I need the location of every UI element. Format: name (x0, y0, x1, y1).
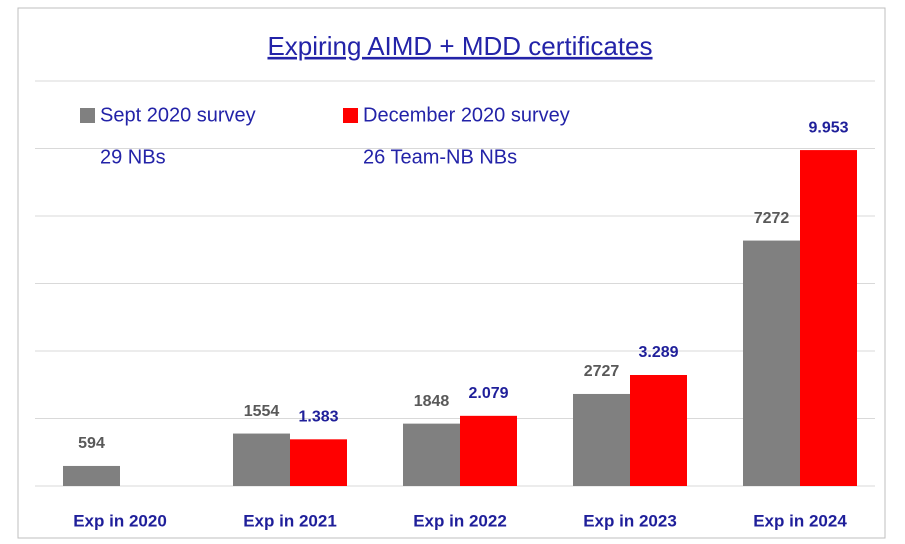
legend-swatch (80, 108, 95, 123)
legend-label: December 2020 survey (363, 104, 570, 126)
bar (290, 439, 347, 486)
legend-note: 29 NBs (100, 146, 166, 168)
x-tick-label: Exp in 2023 (583, 511, 677, 530)
data-label: 1848 (414, 393, 450, 410)
bar (800, 150, 857, 486)
data-label: 2.079 (468, 385, 508, 402)
legend-swatch (343, 108, 358, 123)
bar (630, 374, 687, 486)
x-tick-label: Exp in 2022 (413, 511, 507, 530)
data-label: 1.383 (298, 409, 338, 426)
bar (743, 240, 800, 486)
data-label: 3.289 (638, 344, 678, 361)
data-label: 1554 (244, 403, 280, 420)
bar (403, 423, 460, 486)
chart-title: Expiring AIMD + MDD certificates (267, 31, 652, 61)
bar (233, 433, 290, 486)
data-label: 9.953 (808, 119, 848, 136)
bar (460, 415, 517, 486)
x-tick-label: Exp in 2024 (753, 511, 847, 530)
bar (573, 393, 630, 486)
data-label: 594 (78, 435, 105, 452)
legend-label: Sept 2020 survey (100, 104, 256, 126)
bar (63, 465, 120, 486)
legend-note: 26 Team-NB NBs (363, 146, 517, 168)
data-label: 2727 (584, 363, 620, 380)
x-tick-label: Exp in 2020 (73, 511, 167, 530)
data-label: 7272 (754, 210, 790, 227)
x-tick-label: Exp in 2021 (243, 511, 337, 530)
